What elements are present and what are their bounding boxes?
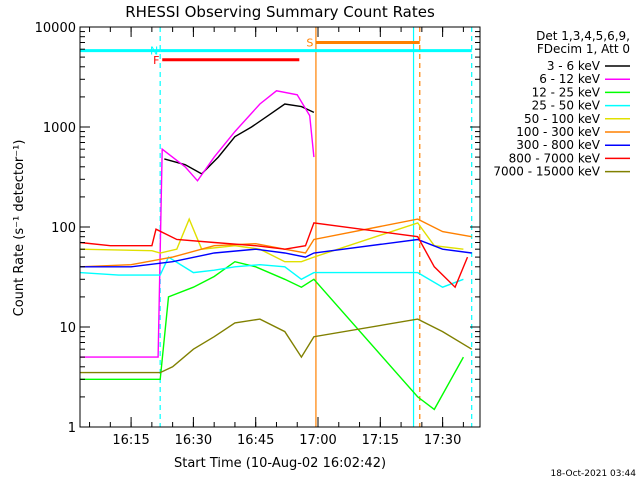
x-tick-label: 16:15	[112, 433, 149, 448]
x-axis-label: Start Time (10-Aug-02 16:02:42)	[174, 456, 386, 471]
legend-label-8: 800 - 7000 keV	[509, 151, 601, 165]
series-line-8	[79, 222, 469, 289]
x-tick-label: 17:00	[299, 433, 336, 448]
series-line-9	[80, 318, 473, 374]
legend-label-2: 6 - 12 keV	[539, 72, 601, 86]
legend-label-1: 3 - 6 keV	[547, 59, 601, 73]
legend-label-5: 50 - 100 keV	[524, 112, 601, 126]
x-tick-label: 17:30	[424, 433, 461, 448]
annotation-bars: NF S	[80, 27, 473, 427]
legend-label-7: 300 - 800 keV	[516, 138, 600, 152]
series-line-1	[164, 103, 315, 175]
x-tick-label: 16:45	[237, 433, 274, 448]
chart-title: RHESSI Observing Summary Count Rates	[125, 3, 435, 21]
legend-label-3: 12 - 25 keV	[532, 85, 601, 99]
legend-header-line-2: FDecim 1, Att 0	[537, 42, 630, 56]
x-tick-label: 16:30	[175, 433, 212, 448]
series-line-2	[80, 90, 315, 358]
y-tick-label: 10	[59, 321, 76, 336]
axes: 1 10 100 1000 10000 16:15 16:30 16:45 17:00 17:15…	[35, 21, 481, 448]
legend-label-4: 25 - 50 keV	[532, 99, 601, 113]
legend-label-9: 7000 - 15000 keV	[493, 165, 600, 179]
series-lines	[79, 90, 473, 411]
series-line-3	[80, 260, 465, 411]
series-line-5	[79, 217, 464, 263]
series-line-7	[80, 238, 472, 268]
legend: Det 1,3,4,5,6,9, FDecim 1, Att 0 3 - 6 k…	[493, 29, 630, 179]
annotation-label-s: S	[306, 36, 313, 49]
y-tick-label: 100	[51, 221, 76, 236]
x-tick-label: 17:15	[362, 433, 399, 448]
annotation-label-n: N	[150, 45, 158, 58]
series-line-4	[79, 256, 464, 288]
annotation-label-f: F	[153, 54, 159, 67]
timestamp: 18-Oct-2021 03:44	[551, 469, 637, 479]
y-axis-label: Count Rate (s⁻¹ detector⁻¹)	[12, 140, 27, 317]
legend-label-6: 100 - 300 keV	[516, 125, 600, 139]
legend-header-line-1: Det 1,3,4,5,6,9,	[536, 29, 630, 43]
y-tick-label: 1	[68, 421, 76, 436]
y-tick-label: 1000	[43, 121, 76, 136]
y-tick-label: 10000	[35, 21, 76, 36]
